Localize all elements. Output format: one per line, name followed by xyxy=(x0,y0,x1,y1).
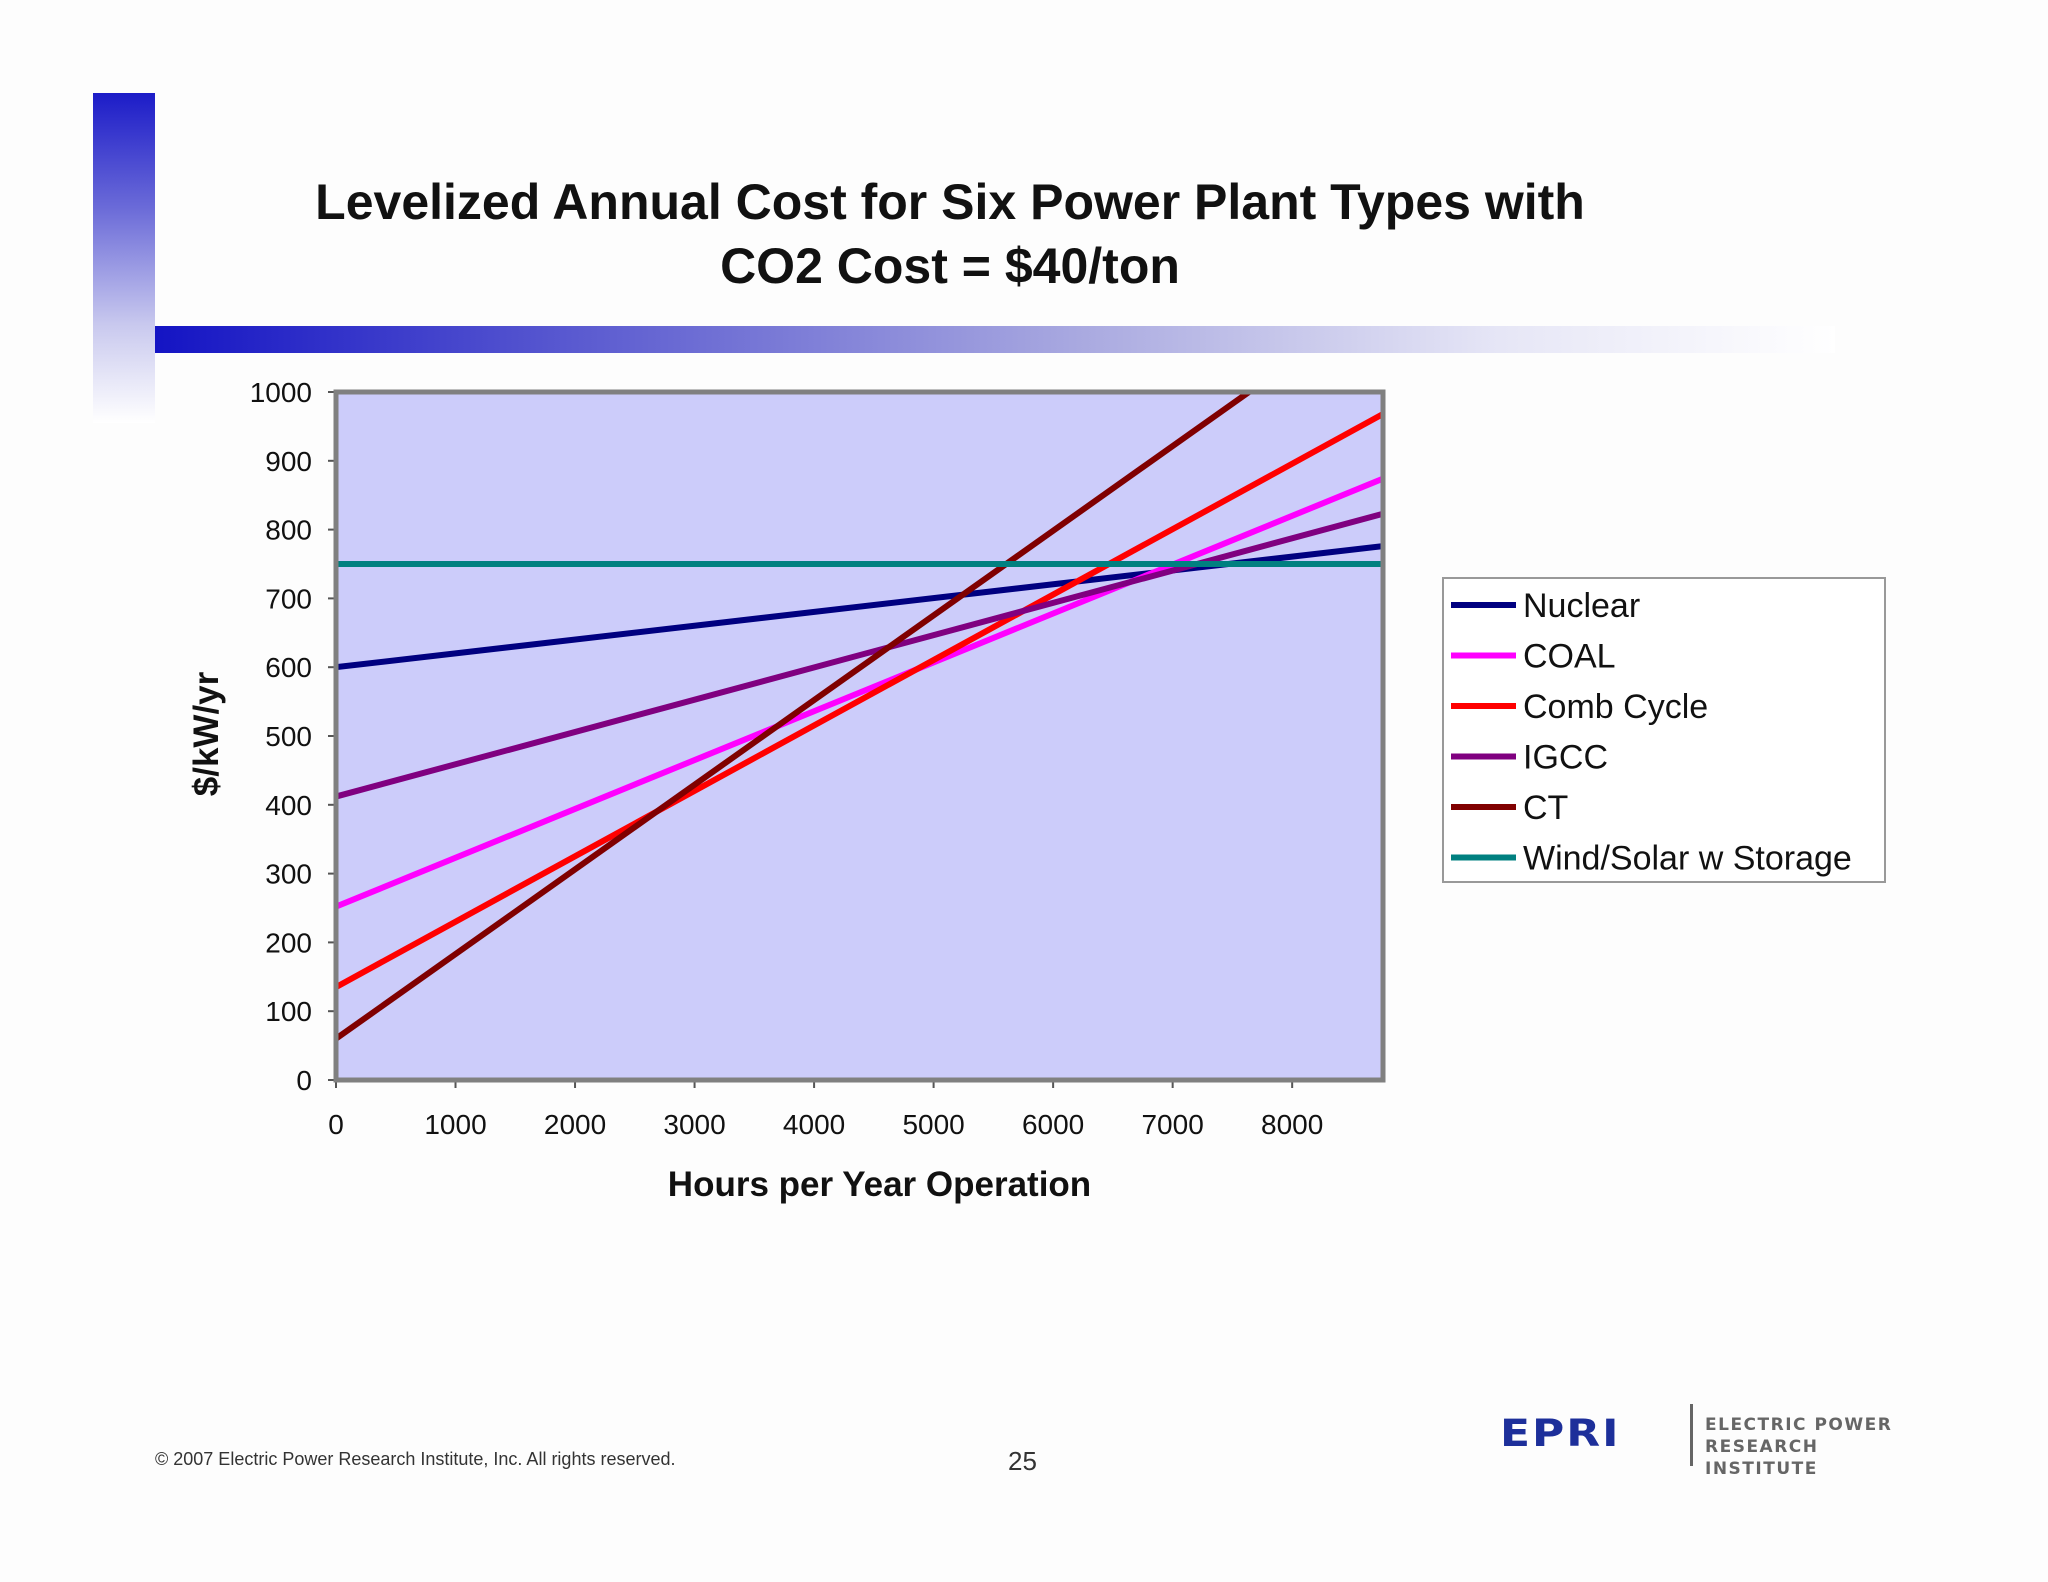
legend-label: CT xyxy=(1523,789,1568,827)
y-tick-label: 400 xyxy=(265,790,312,821)
logo-subtitle: ELECTRIC POWER RESEARCH INSTITUTE xyxy=(1705,1414,1900,1480)
series-line-coal xyxy=(336,475,1383,910)
legend-box xyxy=(1442,577,1886,883)
x-tick-label: 3000 xyxy=(663,1109,725,1140)
y-tick-label: 900 xyxy=(265,446,312,477)
logo-wordmark: EPRI xyxy=(1500,1411,1621,1456)
y-tick-label: 800 xyxy=(265,515,312,546)
series-lines xyxy=(336,392,1383,1042)
series-line-ct xyxy=(336,392,1255,1042)
legend-label: Nuclear xyxy=(1523,587,1640,625)
legend-label: Wind/Solar w Storage xyxy=(1523,840,1852,878)
y-tick-label: 0 xyxy=(296,1065,312,1096)
epri-logo: EPRI ELECTRIC POWER RESEARCH INSTITUTE xyxy=(1500,1400,1900,1479)
slide-title: Levelized Annual Cost for Six Power Plan… xyxy=(200,170,1700,298)
x-axis-title: Hours per Year Operation xyxy=(668,1165,1091,1204)
title-line-2: CO2 Cost = $40/ton xyxy=(720,238,1180,294)
legend-label: IGCC xyxy=(1523,739,1608,777)
x-tick-label: 8000 xyxy=(1261,1109,1323,1140)
plot-area xyxy=(336,392,1383,1080)
y-tick-label: 1000 xyxy=(250,377,312,408)
plot-border xyxy=(333,389,1386,1083)
left-accent-bar xyxy=(93,93,155,423)
y-tick-label: 100 xyxy=(265,996,312,1027)
title-line-1: Levelized Annual Cost for Six Power Plan… xyxy=(315,174,1585,230)
x-tick-label: 4000 xyxy=(783,1109,845,1140)
x-tick-label: 0 xyxy=(328,1109,344,1140)
logo-subtitle-line-2: RESEARCH INSTITUTE xyxy=(1705,1437,1819,1479)
page-number: 25 xyxy=(1008,1446,1037,1476)
series-line-comb-cycle xyxy=(336,411,1383,990)
y-tick-label: 300 xyxy=(265,859,312,890)
x-tick-label: 6000 xyxy=(1022,1109,1084,1140)
x-tick-label: 1000 xyxy=(424,1109,486,1140)
legend-label: COAL xyxy=(1523,638,1616,676)
x-tick-label: 7000 xyxy=(1141,1109,1203,1140)
y-tick-label: 200 xyxy=(265,927,312,958)
y-tick-label: 500 xyxy=(265,721,312,752)
legend-label: Comb Cycle xyxy=(1523,688,1708,726)
copyright-footer: © 2007 Electric Power Research Institute… xyxy=(155,1449,676,1469)
x-tick-label: 5000 xyxy=(902,1109,964,1140)
logo-subtitle-line-1: ELECTRIC POWER xyxy=(1705,1415,1893,1435)
y-axis-title: $/kW/yr xyxy=(187,671,226,796)
title-underline-bar xyxy=(155,326,1835,353)
logo-divider xyxy=(1690,1404,1693,1466)
x-tick-label: 2000 xyxy=(544,1109,606,1140)
y-tick-label: 700 xyxy=(265,583,312,614)
series-line-igcc xyxy=(336,510,1383,800)
y-tick-label: 600 xyxy=(265,652,312,683)
